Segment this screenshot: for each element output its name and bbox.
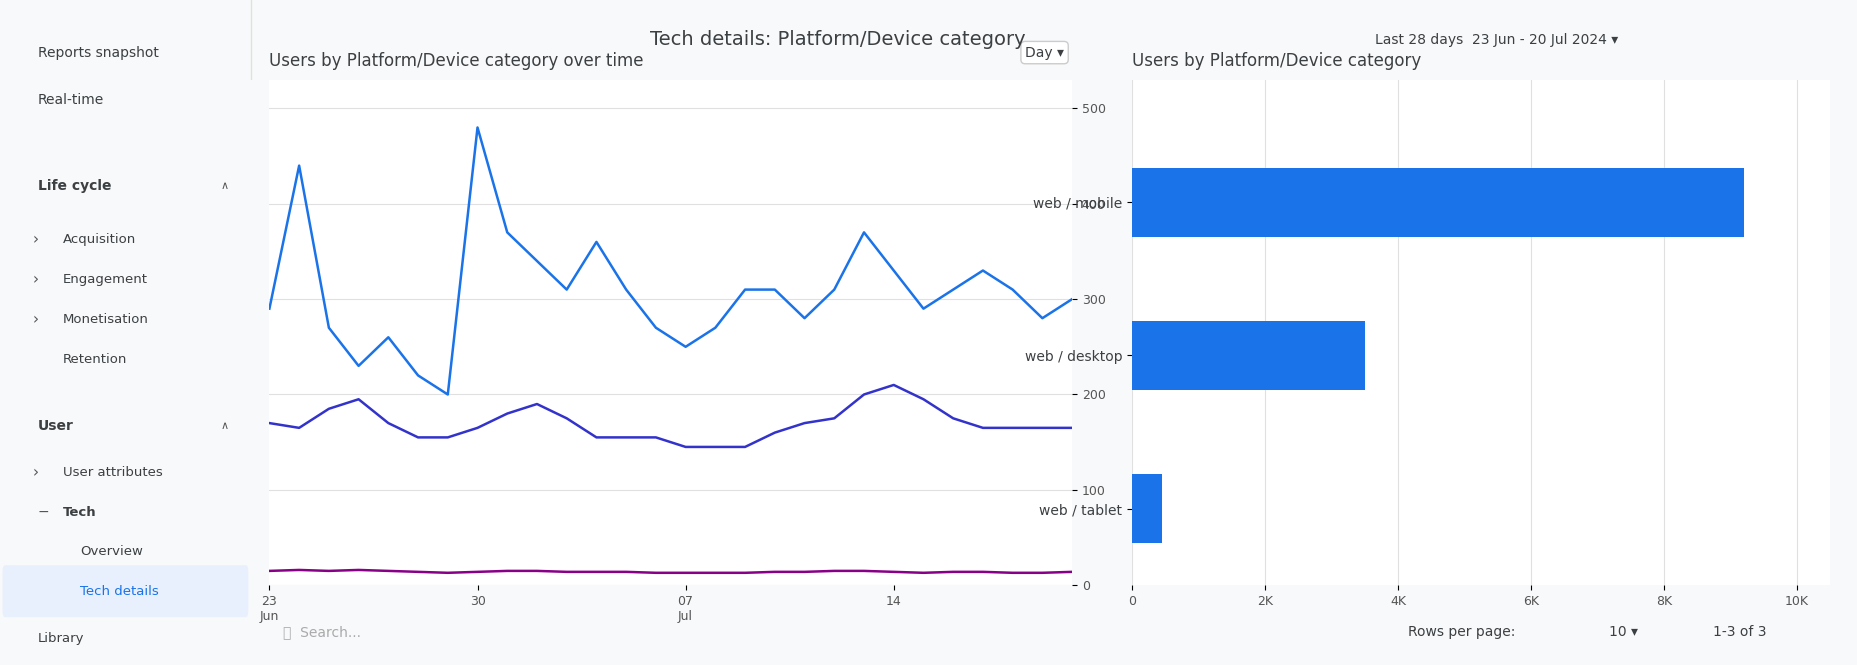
Text: Rows per page:: Rows per page:: [1408, 624, 1515, 639]
Text: Tech details: Platform/Device category: Tech details: Platform/Device category: [650, 31, 1025, 49]
Bar: [1131, 168, 1742, 237]
Text: Engagement: Engagement: [63, 273, 147, 286]
Text: ›: ›: [33, 272, 39, 287]
Text: ›: ›: [33, 465, 39, 479]
Text: User attributes: User attributes: [63, 465, 162, 479]
Bar: [1131, 321, 1365, 390]
Bar: [1131, 474, 1161, 543]
Text: Users by Platform/Device category: Users by Platform/Device category: [1131, 52, 1421, 70]
Text: Monetisation: Monetisation: [63, 313, 149, 326]
Text: ∧: ∧: [221, 420, 228, 431]
Text: Real-time: Real-time: [37, 92, 104, 107]
Text: 🔍  Search...: 🔍 Search...: [282, 624, 360, 639]
FancyBboxPatch shape: [2, 565, 249, 617]
Text: 1-3 of 3: 1-3 of 3: [1712, 624, 1766, 639]
Text: ∧: ∧: [221, 181, 228, 192]
Legend: web / mobile, web / desktop, web / tablet: web / mobile, web / desktop, web / table…: [277, 664, 676, 665]
Text: −: −: [37, 505, 50, 519]
Text: Acquisition: Acquisition: [63, 233, 136, 246]
Text: Users by Platform/Device category over time: Users by Platform/Device category over t…: [269, 52, 644, 70]
Text: Reports snapshot: Reports snapshot: [37, 46, 158, 61]
Text: Tech: Tech: [63, 505, 97, 519]
Text: Day ▾: Day ▾: [1025, 46, 1064, 60]
Text: Tech details: Tech details: [80, 585, 160, 598]
Text: Life cycle: Life cycle: [37, 179, 111, 194]
Text: Overview: Overview: [80, 545, 143, 559]
Text: Last 28 days  23 Jun - 20 Jul 2024 ▾: Last 28 days 23 Jun - 20 Jul 2024 ▾: [1374, 33, 1617, 47]
Text: User: User: [37, 418, 74, 433]
Text: Retention: Retention: [63, 352, 126, 366]
Text: ›: ›: [33, 232, 39, 247]
Text: 10 ▾: 10 ▾: [1608, 624, 1638, 639]
Text: ›: ›: [33, 312, 39, 327]
Text: Library: Library: [37, 632, 84, 645]
